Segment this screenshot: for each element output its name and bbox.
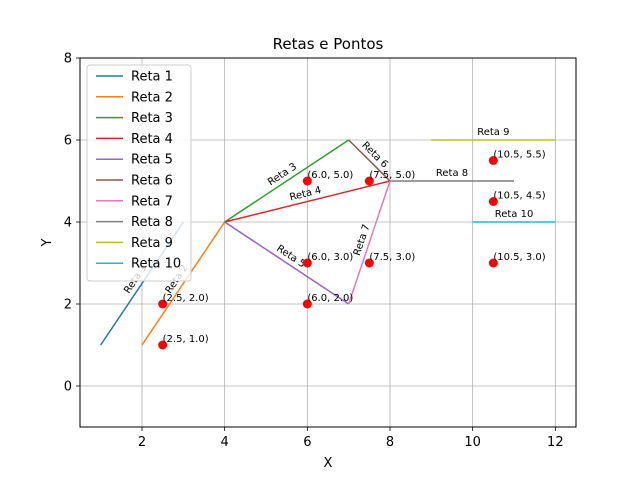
- chart-title: Retas e Pontos: [273, 35, 384, 53]
- x-tick-label: 12: [547, 435, 564, 450]
- series-line-2: [141, 221, 226, 346]
- y-tick-label: 0: [64, 380, 72, 395]
- legend-entry-2: Reta 2: [131, 90, 173, 105]
- legend-box: [86, 64, 192, 282]
- series-label-9: Reta 9: [477, 127, 509, 138]
- x-tick-label: 6: [303, 435, 311, 450]
- scatter-point: [302, 258, 312, 268]
- legend-entry-10: Reta 10: [131, 257, 181, 272]
- legend: Reta 1 Reta 2 Reta 3 Reta 4 Reta 5 Reta 6 Reta…: [86, 64, 192, 282]
- point-label: (10.5, 3.0): [493, 252, 545, 263]
- x-tick-label: 4: [221, 435, 229, 450]
- scatter-points: [158, 156, 498, 350]
- y-tick-label: 6: [64, 134, 72, 149]
- point-label: (10.5, 5.5): [493, 150, 545, 161]
- legend-entry-3: Reta 3: [131, 111, 173, 126]
- point-label: (7.5, 3.0): [369, 252, 415, 263]
- scatter-point: [488, 258, 498, 268]
- scatter-point: [488, 156, 498, 165]
- y-tick-label: 2: [64, 298, 72, 313]
- legend-entry-6: Reta 6: [131, 174, 173, 189]
- scatter-point: [364, 258, 374, 268]
- legend-entry-5: Reta 5: [131, 153, 173, 168]
- y-axis-label: Y: [40, 238, 55, 247]
- x-tick-label: 2: [138, 435, 146, 450]
- scatter-point: [302, 299, 312, 309]
- y-tick-label: 4: [64, 216, 72, 231]
- scatter-point: [488, 197, 498, 206]
- legend-entry-9: Reta 9: [131, 236, 173, 251]
- series-line-4: [224, 180, 391, 223]
- legend-entry-4: Reta 4: [131, 132, 173, 147]
- legend-entry-1: Reta 1: [131, 70, 173, 85]
- point-label: (6.0, 3.0): [307, 252, 353, 263]
- x-tick-label: 10: [464, 435, 481, 450]
- series-line-5: [224, 221, 350, 305]
- series-line-6: [348, 139, 391, 182]
- point-labels: (2.5, 1.0) (2.5, 2.0) (6.0, 2.0) (6.0, 3.0)…: [163, 150, 546, 346]
- point-label: (10.5, 4.5): [493, 191, 545, 202]
- x-axis-label: X: [324, 456, 333, 471]
- legend-entry-8: Reta 8: [131, 215, 173, 230]
- point-label: (7.5, 5.0): [369, 170, 415, 181]
- point-label: (6.0, 2.0): [307, 293, 353, 304]
- scatter-point: [158, 299, 168, 309]
- series-line-7: [347, 180, 391, 305]
- series-label-10: Reta 10: [495, 209, 534, 220]
- plot-frame: [79, 57, 577, 428]
- legend-entry-7: Reta 7: [131, 194, 173, 209]
- point-label: (2.5, 1.0): [163, 334, 209, 345]
- point-label: (2.5, 2.0): [163, 293, 209, 304]
- axis-ticks: 2 4 6 8 10 12 0 2 4 6 8: [64, 52, 564, 451]
- series-line-3: [224, 139, 350, 223]
- point-label: (6.0, 5.0): [307, 170, 353, 181]
- series-label-8: Reta 8: [436, 168, 468, 179]
- scatter-point: [158, 340, 168, 350]
- x-tick-label: 8: [386, 435, 394, 450]
- scatter-point: [302, 176, 312, 186]
- y-tick-label: 8: [64, 52, 72, 67]
- scatter-point: [364, 176, 374, 186]
